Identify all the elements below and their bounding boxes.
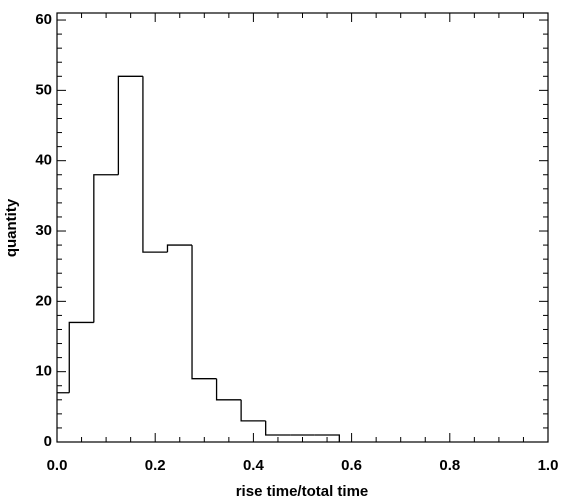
histogram-bin <box>57 392 70 394</box>
y-tick-label: 0 <box>44 433 52 450</box>
x-tick-label: 0.0 <box>47 457 68 474</box>
x-tick-label: 0.8 <box>439 457 460 474</box>
x-tick-label: 0.2 <box>145 457 166 474</box>
histogram-bin <box>215 378 242 401</box>
histogram-bin <box>240 399 266 422</box>
histogram-bin <box>117 75 143 175</box>
y-tick-label: 10 <box>35 363 52 380</box>
histogram-bin <box>265 420 291 436</box>
histogram-bin <box>142 76 168 253</box>
histogram <box>57 75 340 442</box>
x-tick-label: 1.0 <box>538 457 559 474</box>
histogram-bin <box>166 244 193 253</box>
y-tick-label: 30 <box>35 222 52 239</box>
y-tick-label: 50 <box>35 81 52 98</box>
x-tick-label: 0.6 <box>341 457 362 474</box>
y-axis-label: quantity <box>3 198 20 257</box>
x-tick-label: 0.4 <box>243 457 265 474</box>
y-tick-label: 60 <box>35 11 52 28</box>
histogram-bin <box>314 434 340 442</box>
plot-frame <box>56 12 549 443</box>
y-tick-label: 40 <box>35 152 52 169</box>
y-tick-label: 20 <box>35 292 52 309</box>
histogram-bin <box>191 245 217 380</box>
histogram-bin <box>68 321 94 393</box>
histogram-bin <box>93 174 119 323</box>
x-axis-label: rise time/total time <box>236 483 369 500</box>
